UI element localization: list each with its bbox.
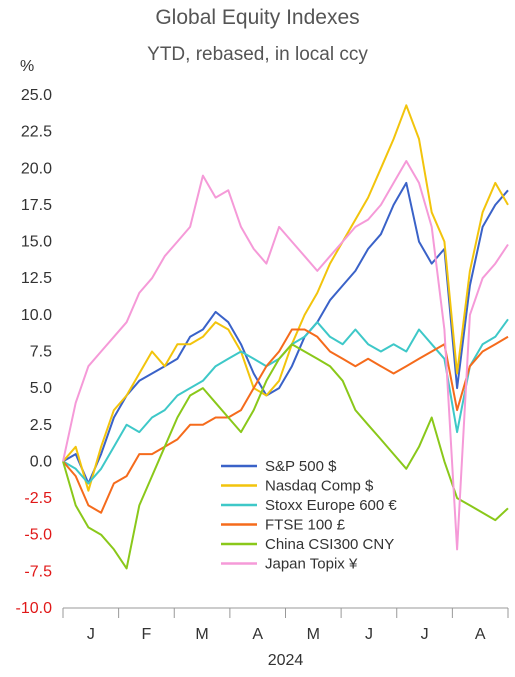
legend-label: S&P 500 $	[265, 458, 337, 475]
y-tick-label: 22.5	[21, 124, 52, 141]
y-tick-label: 10.0	[21, 307, 52, 324]
series-line-1	[62, 104, 509, 492]
series-line-3	[62, 328, 509, 514]
y-tick-label: 0.0	[30, 453, 52, 470]
legend-label: Stoxx Europe 600 €	[265, 497, 397, 514]
x-axis-label: 2024	[268, 652, 304, 669]
y-tick-label: 7.5	[30, 344, 52, 361]
legend-label: Nasdaq Comp $	[265, 478, 374, 495]
y-tick-label: 20.0	[21, 160, 52, 177]
y-tick-label: -10.0	[16, 600, 53, 617]
series-line-5	[62, 160, 509, 551]
chart-subtitle: YTD, rebased, in local ccy	[147, 44, 368, 65]
legend-label: China CSI300 CNY	[265, 536, 394, 553]
y-tick-label: -5.0	[24, 527, 52, 544]
y-tick-label: 5.0	[30, 380, 52, 397]
chart-title: Global Equity Indexes	[155, 6, 360, 29]
y-tick-label: 25.0	[21, 87, 52, 104]
legend-label: Japan Topix ¥	[265, 556, 358, 573]
y-tick-label: 17.5	[21, 197, 52, 214]
x-tick-label: J	[87, 626, 95, 643]
y-tick-label: 15.0	[21, 234, 52, 251]
x-tick-label: A	[475, 626, 486, 643]
x-tick-label: J	[421, 626, 429, 643]
y-tick-label: 12.5	[21, 270, 52, 287]
x-tick-label: A	[252, 626, 263, 643]
legend-label: FTSE 100 £	[265, 517, 346, 534]
x-tick-label: J	[365, 626, 373, 643]
x-tick-label: M	[195, 626, 208, 643]
y-axis-unit-label: %	[20, 58, 35, 75]
x-tick-label: M	[307, 626, 320, 643]
y-tick-label: -7.5	[24, 563, 52, 580]
y-tick-label: 2.5	[30, 417, 52, 434]
y-tick-label: -2.5	[24, 490, 52, 507]
series-line-4	[62, 343, 509, 570]
x-tick-label: F	[142, 626, 152, 643]
series-line-0	[62, 181, 509, 485]
